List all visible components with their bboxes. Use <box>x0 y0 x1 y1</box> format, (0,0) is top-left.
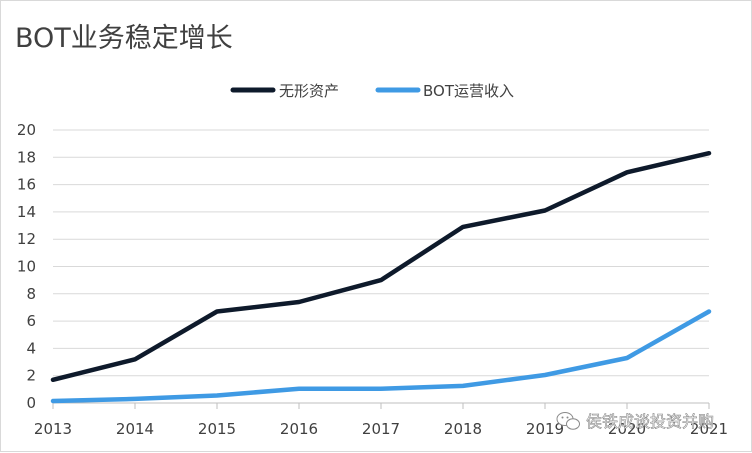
x-tick-label: 2014 <box>116 420 154 438</box>
x-tick-label: 2015 <box>198 420 236 438</box>
y-tick-label: 8 <box>26 285 36 303</box>
legend: 无形资产 BOT运营收入 <box>233 82 514 100</box>
y-tick-label: 12 <box>17 230 36 248</box>
x-tick-label: 2017 <box>362 420 400 438</box>
y-tick-label: 14 <box>17 203 36 221</box>
legend-label-bot-revenue: BOT运营收入 <box>423 82 514 100</box>
series <box>53 153 709 401</box>
watermark-text: 侯铁成谈投资并购 <box>586 412 714 431</box>
y-tick-label: 16 <box>17 176 36 194</box>
chart-title: BOT业务稳定增长 <box>15 23 233 54</box>
y-tick-label: 0 <box>26 394 36 412</box>
x-tick-label: 2018 <box>444 420 482 438</box>
x-tick-label: 2013 <box>34 420 72 438</box>
y-tick-label: 4 <box>26 339 36 357</box>
series-line-1 <box>53 312 709 402</box>
y-tick-label: 20 <box>17 121 36 139</box>
y-tick-label: 6 <box>26 312 36 330</box>
legend-label-intangible-assets: 无形资产 <box>279 82 339 100</box>
y-tick-label: 2 <box>26 367 36 385</box>
y-tick-label: 18 <box>17 148 36 166</box>
watermark: 侯铁成谈投资并购 <box>557 412 714 431</box>
x-tick-label: 2016 <box>280 420 318 438</box>
y-tick-label: 10 <box>17 258 36 276</box>
grid <box>53 130 709 376</box>
